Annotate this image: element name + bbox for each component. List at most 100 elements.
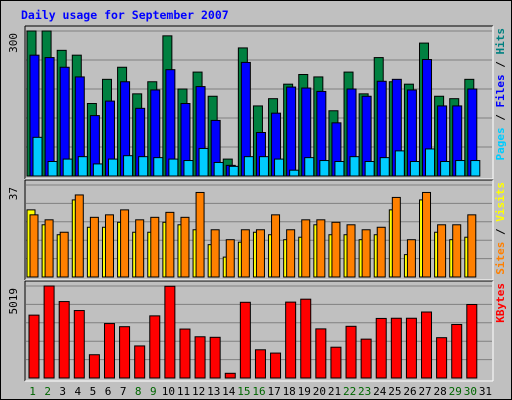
axis-legend: KBytes [494,283,507,323]
bar-pages [319,160,330,177]
x-tick-label: 23 [358,385,371,398]
bar-kbytes [224,372,236,379]
bar-kbytes [345,325,357,379]
x-tick-label: 4 [75,385,82,398]
bar-sites [135,219,145,278]
bar-kbytes [88,354,100,379]
series-files [29,54,478,177]
bar-kbytes [239,301,251,379]
bar-pages [258,156,269,177]
bar-kbytes [73,310,85,379]
bar-pages [364,161,375,177]
x-tick-label: 9 [150,385,157,398]
y-max-label: 5019 [7,288,20,315]
bar-kbytes [179,328,191,379]
bar-sites [437,224,447,278]
bar-pages [379,157,390,177]
legend-part: / [494,55,507,75]
bar-kbytes [360,338,372,379]
bar-kbytes [134,345,146,379]
bar-kbytes [315,328,327,379]
x-tick-label: 11 [177,385,190,398]
bar-kbytes [390,317,402,379]
bar-pages [455,160,466,177]
bar-sites [180,216,190,278]
bar-pages [349,156,360,177]
bar-kbytes [451,323,463,379]
bar-sites [406,239,416,278]
legend-part: Visits [494,182,507,222]
x-tick-label: 21 [328,385,341,398]
x-tick-label: 18 [283,385,296,398]
x-tick-label: 2 [44,385,51,398]
bar-kbytes [436,337,448,379]
bar-kbytes [103,323,115,379]
bar-sites [240,229,250,278]
bar-kbytes [405,317,417,379]
panel-hits: 300 Pages / Files / Hits [7,25,507,180]
y-max-label: 37 [7,187,20,200]
bar-pages [123,155,134,177]
bar-pages [183,160,194,177]
x-tick-label: 13 [207,385,220,398]
bar-sites [271,214,281,278]
legend-part: Pages [494,127,507,160]
bar-pages [213,161,224,177]
bar-sites [391,196,401,278]
x-tick-label: 25 [388,385,401,398]
bar-pages [92,163,103,177]
bar-pages [138,156,149,177]
x-tick-label: 1 [29,385,36,398]
y-max-label: 300 [7,33,20,53]
bar-sites [150,216,160,278]
bar-sites [44,219,54,278]
x-tick-label: 27 [418,385,431,398]
bar-files [44,57,55,177]
bar-sites [467,214,477,278]
bar-sites [331,221,341,278]
bar-kbytes [28,314,40,379]
bar-pages [409,161,420,177]
x-tick-label: 6 [105,385,112,398]
bar-pages [153,157,164,177]
bar-pages [32,136,43,177]
series-sites [29,191,477,278]
bar-sites [165,211,175,278]
bar-kbytes [119,326,131,379]
bar-pages [228,165,239,177]
bar-pages [470,160,481,177]
x-tick-label: 28 [434,385,447,398]
bar-pages [274,158,285,177]
bar-sites [255,229,265,278]
legend-part: Sites [494,242,507,275]
legend-part: / [494,222,507,242]
bar-kbytes [300,298,312,379]
bar-sites [120,209,130,278]
bar-sites [301,219,311,278]
x-tick-label: 30 [464,385,477,398]
bar-sites [422,191,432,278]
bar-pages [243,156,254,177]
bar-kbytes [466,303,478,379]
x-tick-label: 22 [343,385,356,398]
x-tick-label: 31 [479,385,492,398]
bar-kbytes [421,311,433,379]
bar-kbytes [330,346,342,379]
x-tick-label: 17 [267,385,280,398]
legend-part: Files [494,74,507,107]
bar-kbytes [194,336,206,379]
bar-pages [394,150,405,177]
series-kbytes [28,285,478,379]
bar-pages [47,161,58,177]
x-tick-label: 26 [403,385,416,398]
legend-part: / [494,108,507,128]
bar-pages [334,161,345,177]
bar-pages [440,161,451,177]
bar-sites [29,214,39,278]
bar-sites [452,224,462,278]
bar-sites [225,239,235,278]
panel-visits: 37 Sites / Visits [7,179,507,281]
bar-pages [304,157,315,177]
